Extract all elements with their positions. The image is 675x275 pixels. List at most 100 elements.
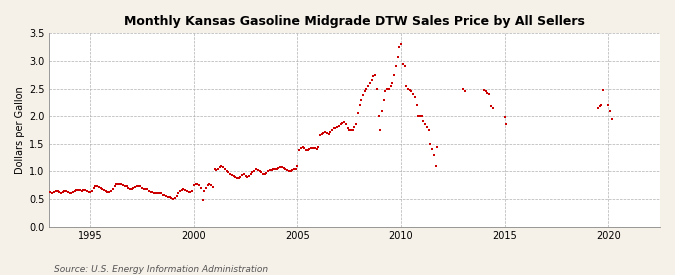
- Point: [50, 189, 61, 193]
- Point: [232, 176, 242, 180]
- Point: [187, 188, 198, 193]
- Point: [288, 166, 299, 171]
- Point: [367, 78, 377, 82]
- Point: [156, 191, 167, 196]
- Point: [265, 168, 275, 172]
- Point: [261, 171, 272, 175]
- Point: [413, 114, 424, 118]
- Point: [363, 84, 374, 88]
- Point: [113, 181, 124, 186]
- Point: [57, 190, 68, 194]
- Point: [290, 166, 301, 171]
- Point: [259, 172, 270, 176]
- Point: [182, 188, 192, 193]
- Point: [406, 89, 416, 94]
- Point: [382, 86, 393, 91]
- Point: [154, 191, 165, 196]
- Point: [294, 148, 304, 153]
- Point: [337, 120, 348, 125]
- Point: [379, 97, 389, 102]
- Point: [175, 188, 186, 193]
- Text: Source: U.S. Energy Information Administration: Source: U.S. Energy Information Administ…: [54, 265, 268, 274]
- Point: [280, 166, 291, 171]
- Point: [364, 81, 375, 85]
- Point: [207, 185, 218, 189]
- Point: [368, 74, 379, 79]
- Point: [151, 191, 161, 196]
- Point: [99, 187, 109, 192]
- Point: [114, 181, 125, 186]
- Point: [394, 45, 405, 49]
- Point: [197, 198, 208, 202]
- Point: [278, 165, 289, 170]
- Point: [59, 189, 70, 193]
- Point: [593, 106, 603, 110]
- Point: [335, 122, 346, 127]
- Point: [359, 89, 370, 94]
- Point: [147, 190, 158, 194]
- Point: [370, 73, 381, 77]
- Point: [480, 89, 491, 94]
- Point: [104, 189, 115, 194]
- Point: [199, 188, 210, 193]
- Point: [157, 192, 168, 197]
- Point: [250, 166, 261, 171]
- Point: [487, 106, 498, 110]
- Point: [216, 164, 227, 168]
- Point: [318, 131, 329, 135]
- Point: [430, 164, 441, 168]
- Point: [176, 187, 187, 192]
- Point: [460, 89, 470, 94]
- Point: [292, 164, 303, 168]
- Point: [287, 168, 298, 172]
- Y-axis label: Dollars per Gallon: Dollars per Gallon: [15, 86, 25, 174]
- Point: [234, 176, 244, 180]
- Point: [228, 174, 239, 178]
- Point: [500, 115, 510, 119]
- Point: [173, 191, 184, 196]
- Point: [296, 145, 306, 150]
- Point: [284, 169, 294, 174]
- Point: [597, 87, 608, 92]
- Point: [348, 128, 358, 132]
- Point: [352, 111, 363, 116]
- Point: [218, 165, 229, 169]
- Point: [140, 187, 151, 191]
- Point: [392, 54, 403, 59]
- Point: [317, 132, 327, 136]
- Point: [399, 64, 410, 69]
- Point: [423, 128, 434, 132]
- Point: [606, 117, 617, 121]
- Point: [111, 182, 122, 186]
- Point: [377, 108, 387, 113]
- Point: [83, 189, 94, 194]
- Point: [268, 166, 279, 171]
- Point: [479, 87, 489, 92]
- Point: [71, 187, 82, 192]
- Point: [308, 146, 319, 150]
- Point: [319, 130, 330, 134]
- Point: [94, 185, 105, 189]
- Point: [249, 169, 260, 174]
- Point: [49, 190, 59, 194]
- Point: [194, 183, 205, 187]
- Point: [242, 175, 252, 179]
- Point: [135, 184, 146, 188]
- Point: [340, 122, 351, 127]
- Point: [396, 42, 406, 46]
- Point: [342, 126, 353, 131]
- Point: [102, 189, 113, 194]
- Point: [119, 184, 130, 188]
- Point: [88, 186, 99, 190]
- Point: [230, 175, 241, 179]
- Point: [126, 187, 137, 191]
- Point: [410, 95, 421, 99]
- Point: [213, 166, 223, 171]
- Point: [45, 190, 56, 194]
- Point: [323, 132, 334, 136]
- Point: [95, 186, 106, 190]
- Point: [375, 128, 385, 132]
- Point: [161, 194, 171, 199]
- Point: [169, 196, 180, 200]
- Point: [390, 64, 401, 69]
